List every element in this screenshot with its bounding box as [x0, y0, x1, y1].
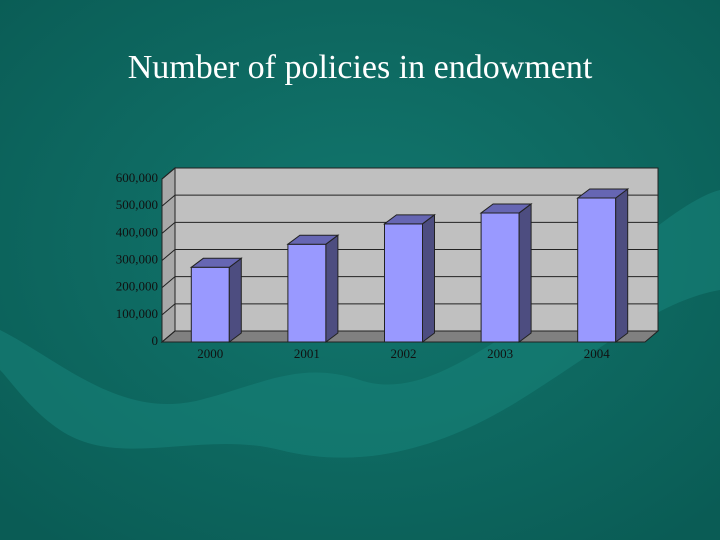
bar — [383, 213, 436, 343]
bar-side — [228, 257, 242, 343]
grid-line — [161, 194, 658, 207]
bar-side — [422, 213, 435, 343]
bar-top — [479, 203, 533, 214]
bar-front — [384, 223, 423, 343]
bar — [286, 234, 340, 343]
bar — [189, 257, 243, 343]
y-tick-label: 300,000 — [116, 251, 158, 266]
y-tick-label: 400,000 — [116, 224, 158, 239]
bar-top — [286, 234, 340, 245]
x-tick-label: 2001 — [294, 346, 320, 361]
chart-title: Number of policies in endowment — [128, 49, 593, 86]
bar-front — [287, 243, 327, 343]
bar — [479, 202, 533, 343]
bar-side — [325, 234, 339, 343]
x-tick-label: 2002 — [391, 346, 417, 361]
bar-top — [383, 214, 436, 225]
bar-top — [189, 257, 243, 268]
y-tick-label: 600,000 — [116, 170, 158, 185]
x-tick-label: 2003 — [487, 346, 513, 361]
y-tick-label: 200,000 — [116, 279, 158, 294]
bar-top — [576, 188, 630, 199]
bar-front — [480, 212, 520, 343]
grid-line — [161, 167, 658, 180]
y-tick-label: 100,000 — [116, 306, 158, 321]
y-tick-label: 0 — [152, 333, 159, 348]
bar-front — [577, 197, 617, 343]
x-tick-label: 2004 — [584, 346, 611, 361]
x-tick-label: 2000 — [197, 346, 223, 361]
bar-side — [615, 188, 629, 343]
bar-front — [190, 266, 230, 343]
bar — [576, 188, 630, 343]
bar-side — [518, 202, 532, 343]
y-tick-label: 500,000 — [116, 197, 158, 212]
